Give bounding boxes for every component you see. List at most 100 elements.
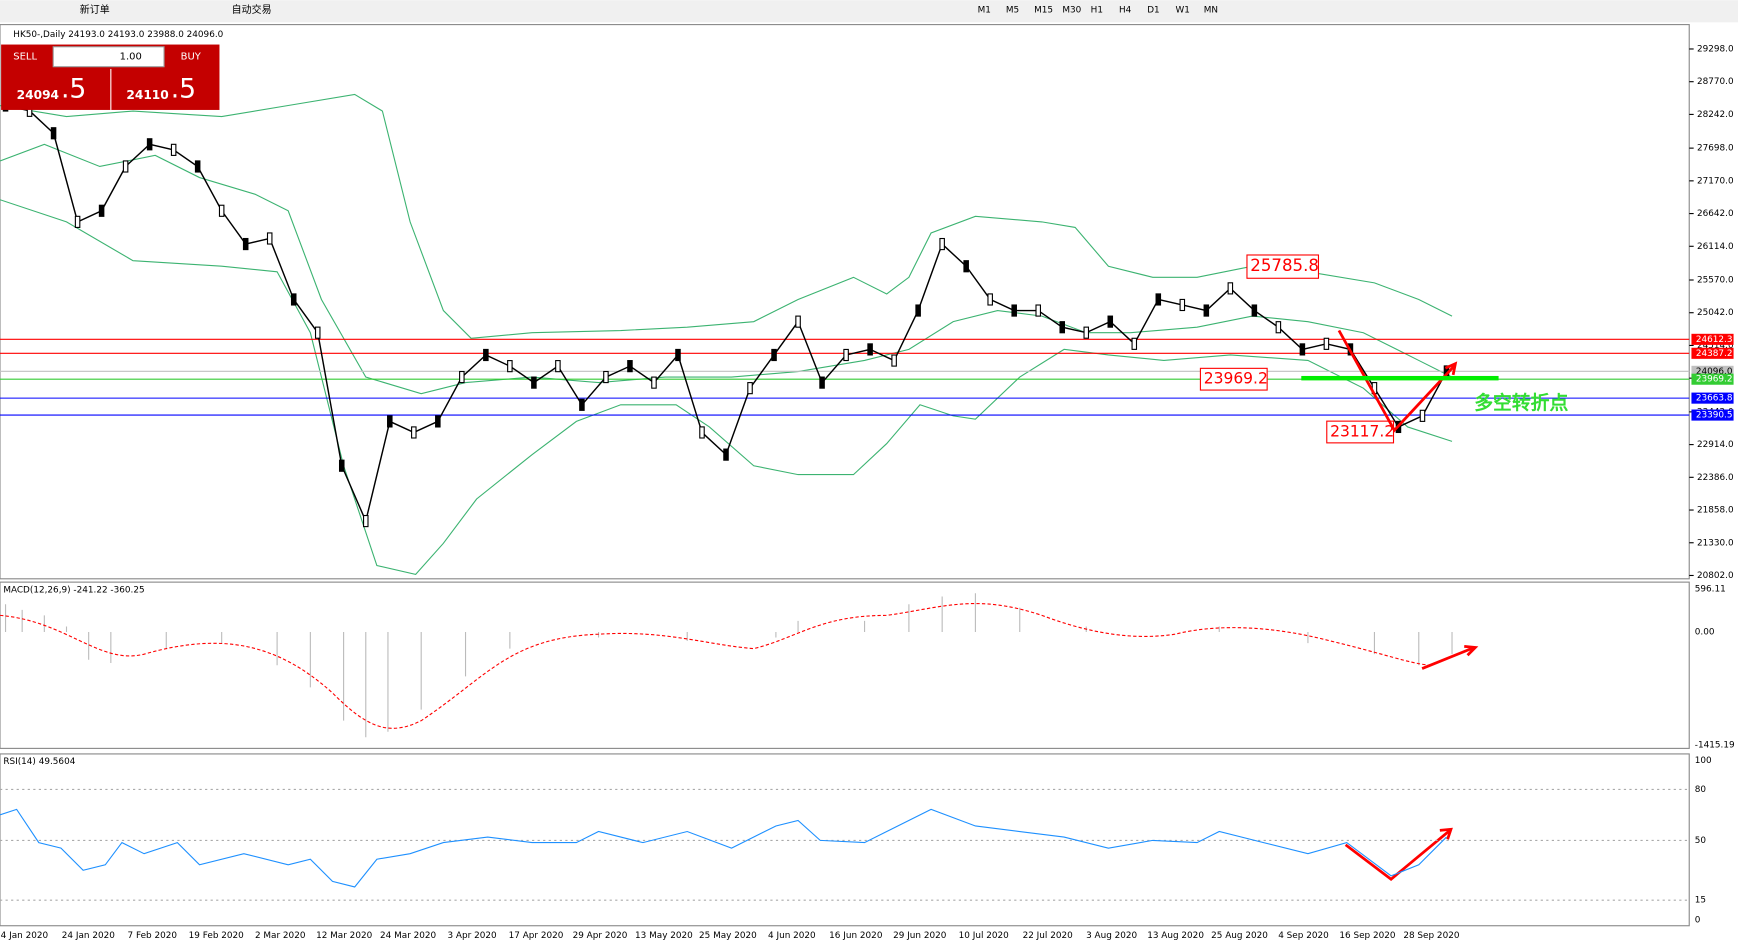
- rsi-scale: 100 80 50 15 0: [1695, 756, 1712, 926]
- rsi-scale-label: 50: [1695, 836, 1707, 846]
- price-bar: [266, 232, 273, 245]
- toolbar: [0, 0, 1738, 23]
- macd-signal: [0, 603, 1430, 729]
- price-bar: [1059, 321, 1066, 334]
- price-bar: [699, 426, 705, 439]
- date-label: 4 Sep 2020: [1278, 931, 1329, 941]
- date-label: 24 Mar 2020: [380, 931, 437, 941]
- auto-trade-button[interactable]: 自动交易: [232, 3, 272, 16]
- price-bar: [459, 370, 465, 384]
- timeframe-button[interactable]: D1: [1147, 6, 1159, 16]
- timeframe-button[interactable]: M1: [978, 6, 991, 16]
- price-tick-label: 26114.0: [1697, 242, 1734, 252]
- buy-button[interactable]: BUY: [181, 52, 202, 63]
- price-bar: [1107, 315, 1114, 328]
- rsi-scale-label: 0: [1695, 916, 1701, 926]
- price-bar: [819, 376, 825, 389]
- price-tick-label: 29298.0: [1697, 44, 1734, 54]
- price-bar: [74, 215, 81, 228]
- annotation-label: 23969.2: [1204, 370, 1268, 388]
- price-bar: [603, 370, 609, 384]
- price-bar: [843, 348, 849, 362]
- price-bar: [1275, 321, 1282, 334]
- price-bar: [242, 237, 249, 251]
- date-label: 25 Aug 2020: [1211, 931, 1268, 941]
- timeframe-group: M1 M5 M15 M30 H1 H4 D1 W1 MN: [978, 6, 1218, 16]
- price-bar: [963, 260, 969, 273]
- price-panel: [0, 24, 1690, 580]
- timeframe-button[interactable]: M5: [1006, 6, 1019, 16]
- macd-scale: 596.11: [1695, 584, 1726, 594]
- trend-arrows: [1337, 329, 1479, 881]
- date-label: 7 Feb 2020: [128, 931, 178, 941]
- price-bar: [387, 415, 393, 428]
- price-tick-label: 25570.0: [1697, 276, 1734, 286]
- sell-button[interactable]: SELL: [13, 52, 37, 63]
- date-label: 24 Jan 2020: [62, 931, 115, 941]
- bid-price[interactable]: 24094: [17, 88, 59, 102]
- rsi-scale-label: 15: [1695, 896, 1706, 906]
- price-tick-label: 26642.0: [1697, 209, 1734, 219]
- bid-tail[interactable]: .5: [61, 73, 86, 104]
- timeframe-button[interactable]: H1: [1091, 6, 1103, 16]
- price-tick-label: 27170.0: [1697, 176, 1734, 186]
- price-tick-label: 22386.0: [1697, 473, 1734, 483]
- annotation-box: [1246, 254, 1320, 279]
- price-bar: [411, 426, 417, 439]
- level-label: 24612.3: [1696, 335, 1733, 345]
- price-bar: [1251, 304, 1258, 317]
- price-bar: [50, 127, 57, 140]
- price-bar: [290, 293, 297, 306]
- rsi-scale-label: 100: [1695, 756, 1712, 766]
- price-bar: [170, 143, 177, 156]
- price-tick-label: 25042.0: [1697, 308, 1734, 318]
- price-bar: [579, 398, 585, 411]
- price-bar: [314, 326, 321, 339]
- price-bar: [675, 348, 681, 362]
- annotation-label: 23117.2: [1330, 423, 1394, 441]
- rsi-levels: [0, 788, 1690, 901]
- trade-panel: SELL 1.00 BUY 24094 .5 24110 .5: [1, 44, 220, 110]
- price-bar: [1179, 298, 1186, 312]
- date-label: 16 Sep 2020: [1339, 931, 1396, 941]
- rsi-scale-label: 80: [1695, 785, 1707, 795]
- rsi-label: RSI(14) 49.5604: [3, 757, 75, 767]
- level-label: 24387.2: [1696, 349, 1733, 359]
- timeframe-button[interactable]: H4: [1119, 6, 1132, 16]
- date-label: 19 Feb 2020: [189, 931, 245, 941]
- price-bar: [1203, 304, 1210, 317]
- timeframe-button[interactable]: MN: [1204, 6, 1218, 16]
- macd-scale: -1415.19: [1695, 741, 1735, 751]
- price-bar: [987, 293, 993, 306]
- price-bar: [218, 204, 225, 217]
- level-label: 23390.5: [1696, 411, 1733, 421]
- price-bar: [723, 448, 729, 461]
- new-order-button[interactable]: 新订单: [80, 3, 110, 16]
- level-label: 23663.8: [1696, 394, 1733, 404]
- timeframe-button[interactable]: M30: [1062, 6, 1081, 16]
- date-label: 28 Sep 2020: [1403, 931, 1460, 941]
- ask-price[interactable]: 24110: [126, 88, 168, 102]
- level-tag: [1691, 333, 1734, 345]
- price-tick-label: 27698.0: [1697, 144, 1734, 154]
- price-tick-label: 21858.0: [1697, 506, 1734, 516]
- price-bar: [555, 360, 561, 373]
- turning-point-note: 多空转折点: [1474, 391, 1568, 414]
- date-label: 29 Apr 2020: [573, 931, 628, 941]
- price-bar: [1299, 343, 1306, 356]
- price-bar: [915, 304, 921, 317]
- price-bar: [627, 360, 633, 373]
- price-tick-label: 20802.0: [1697, 571, 1734, 581]
- price-bar: [146, 138, 153, 151]
- price-tick-label: 22914.0: [1697, 440, 1734, 450]
- lot-input[interactable]: 1.00: [120, 52, 142, 63]
- price-bar: [1083, 326, 1090, 339]
- date-label: 3 Aug 2020: [1086, 931, 1137, 941]
- ask-tail[interactable]: .5: [171, 73, 196, 104]
- timeframe-button[interactable]: W1: [1175, 6, 1189, 16]
- timeframe-button[interactable]: M15: [1034, 6, 1053, 16]
- price-bar: [507, 360, 513, 373]
- price-bar: [1227, 282, 1234, 295]
- macd-label: MACD(12,26,9) -241.22 -360.25: [3, 585, 144, 595]
